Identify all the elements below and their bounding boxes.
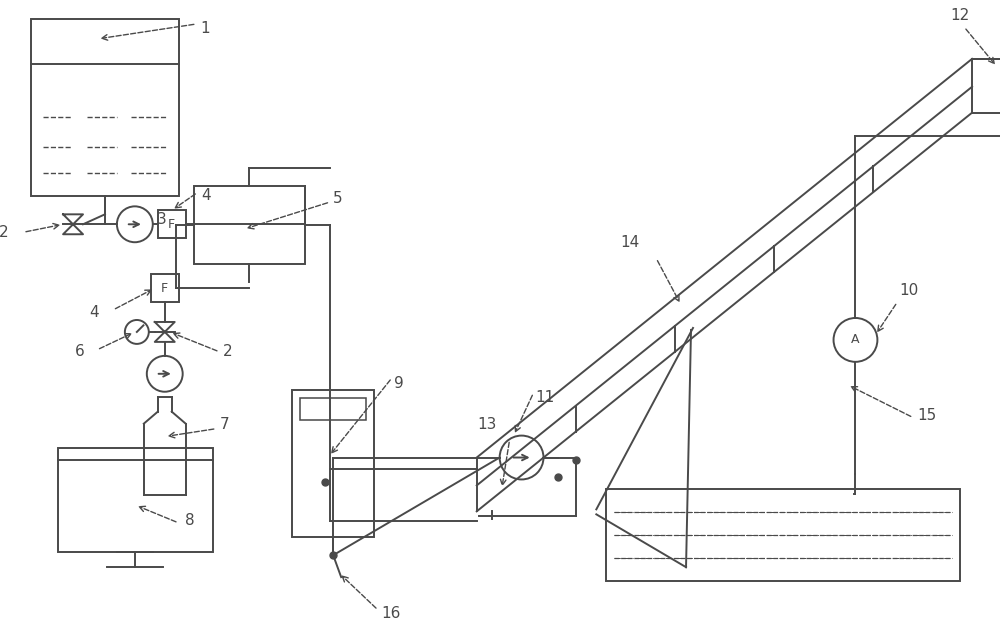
Text: 2: 2 [223,344,232,359]
Text: 12: 12 [951,8,970,23]
Bar [300,398,366,419]
Text: 1: 1 [201,21,210,36]
Text: 2: 2 [0,225,8,240]
Text: 4: 4 [202,188,211,203]
Text: 7: 7 [220,417,229,432]
Bar [31,19,179,196]
Text: 16: 16 [381,606,400,621]
Text: 11: 11 [536,390,555,405]
Text: 3: 3 [157,212,167,227]
Text: 6: 6 [75,344,85,359]
Bar [58,448,213,552]
Bar [158,211,186,238]
Text: 15: 15 [917,408,937,423]
Text: F: F [168,217,175,231]
Text: A: A [851,333,860,346]
Text: 9: 9 [394,376,404,391]
Bar [292,390,374,538]
Bar [606,489,960,581]
Text: 5: 5 [333,191,343,206]
Text: 10: 10 [899,283,919,298]
Text: 14: 14 [620,235,639,250]
Text: 4: 4 [89,304,99,319]
Text: F: F [161,282,168,294]
Bar [151,274,179,302]
Text: 8: 8 [185,513,194,528]
Text: 13: 13 [477,417,497,432]
Bar [194,186,305,264]
